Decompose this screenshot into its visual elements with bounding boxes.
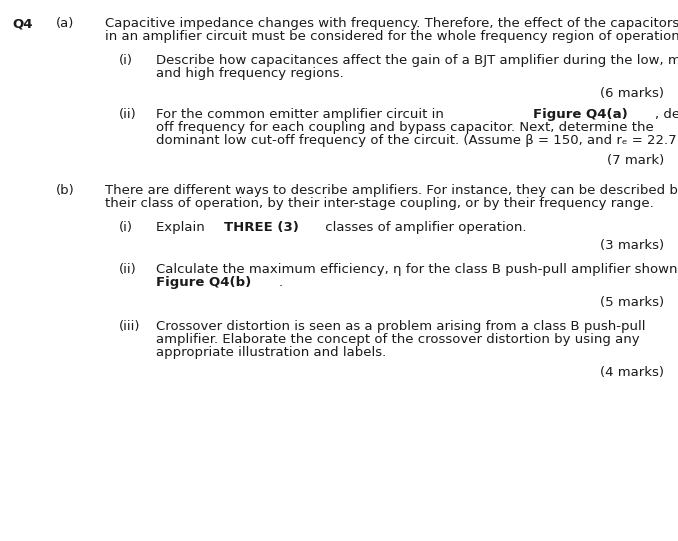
- Text: Figure Q4(a): Figure Q4(a): [533, 108, 628, 121]
- Text: their class of operation, by their inter-stage coupling, or by their frequency r: their class of operation, by their inter…: [105, 197, 654, 210]
- Text: Calculate the maximum efficiency, η for the class B push-pull amplifier shown in: Calculate the maximum efficiency, η for …: [156, 263, 678, 276]
- Text: (b): (b): [56, 184, 75, 197]
- Text: Crossover distortion is seen as a problem arising from a class B push-pull: Crossover distortion is seen as a proble…: [156, 320, 645, 333]
- Text: in an amplifier circuit must be considered for the whole frequency region of ope: in an amplifier circuit must be consider…: [105, 30, 678, 43]
- Text: THREE (3): THREE (3): [224, 221, 299, 234]
- Text: (7 mark): (7 mark): [607, 154, 664, 167]
- Text: (ii): (ii): [119, 263, 136, 276]
- Text: appropriate illustration and labels.: appropriate illustration and labels.: [156, 346, 386, 359]
- Text: (ii): (ii): [119, 108, 136, 121]
- Text: (4 marks): (4 marks): [601, 366, 664, 379]
- Text: Figure Q4(b): Figure Q4(b): [156, 276, 251, 289]
- Text: (i): (i): [119, 54, 133, 67]
- Text: For the common emitter amplifier circuit in: For the common emitter amplifier circuit…: [156, 108, 448, 121]
- Text: Capacitive impedance changes with frequency. Therefore, the effect of the capaci: Capacitive impedance changes with freque…: [105, 17, 678, 30]
- Text: Explain: Explain: [156, 221, 209, 234]
- Text: dominant low cut-off frequency of the circuit. (Assume β = 150, and rₑ = 22.7 Ω.: dominant low cut-off frequency of the ci…: [156, 134, 678, 147]
- Text: amplifier. Elaborate the concept of the crossover distortion by using any: amplifier. Elaborate the concept of the …: [156, 333, 639, 346]
- Text: , determine the low cut-: , determine the low cut-: [655, 108, 678, 121]
- Text: off frequency for each coupling and bypass capacitor. Next, determine the: off frequency for each coupling and bypa…: [156, 121, 654, 134]
- Text: classes of amplifier operation.: classes of amplifier operation.: [321, 221, 526, 234]
- Text: and high frequency regions.: and high frequency regions.: [156, 67, 344, 80]
- Text: Q4: Q4: [12, 17, 33, 30]
- Text: There are different ways to describe amplifiers. For instance, they can be descr: There are different ways to describe amp…: [105, 184, 678, 197]
- Text: (5 marks): (5 marks): [600, 296, 664, 309]
- Text: (3 marks): (3 marks): [600, 239, 664, 252]
- Text: Describe how capacitances affect the gain of a BJT amplifier during the low, mid: Describe how capacitances affect the gai…: [156, 54, 678, 67]
- Text: .: .: [279, 276, 283, 289]
- Text: (a): (a): [56, 17, 74, 30]
- Text: (iii): (iii): [119, 320, 140, 333]
- Text: (i): (i): [119, 221, 133, 234]
- Text: (6 marks): (6 marks): [601, 87, 664, 100]
